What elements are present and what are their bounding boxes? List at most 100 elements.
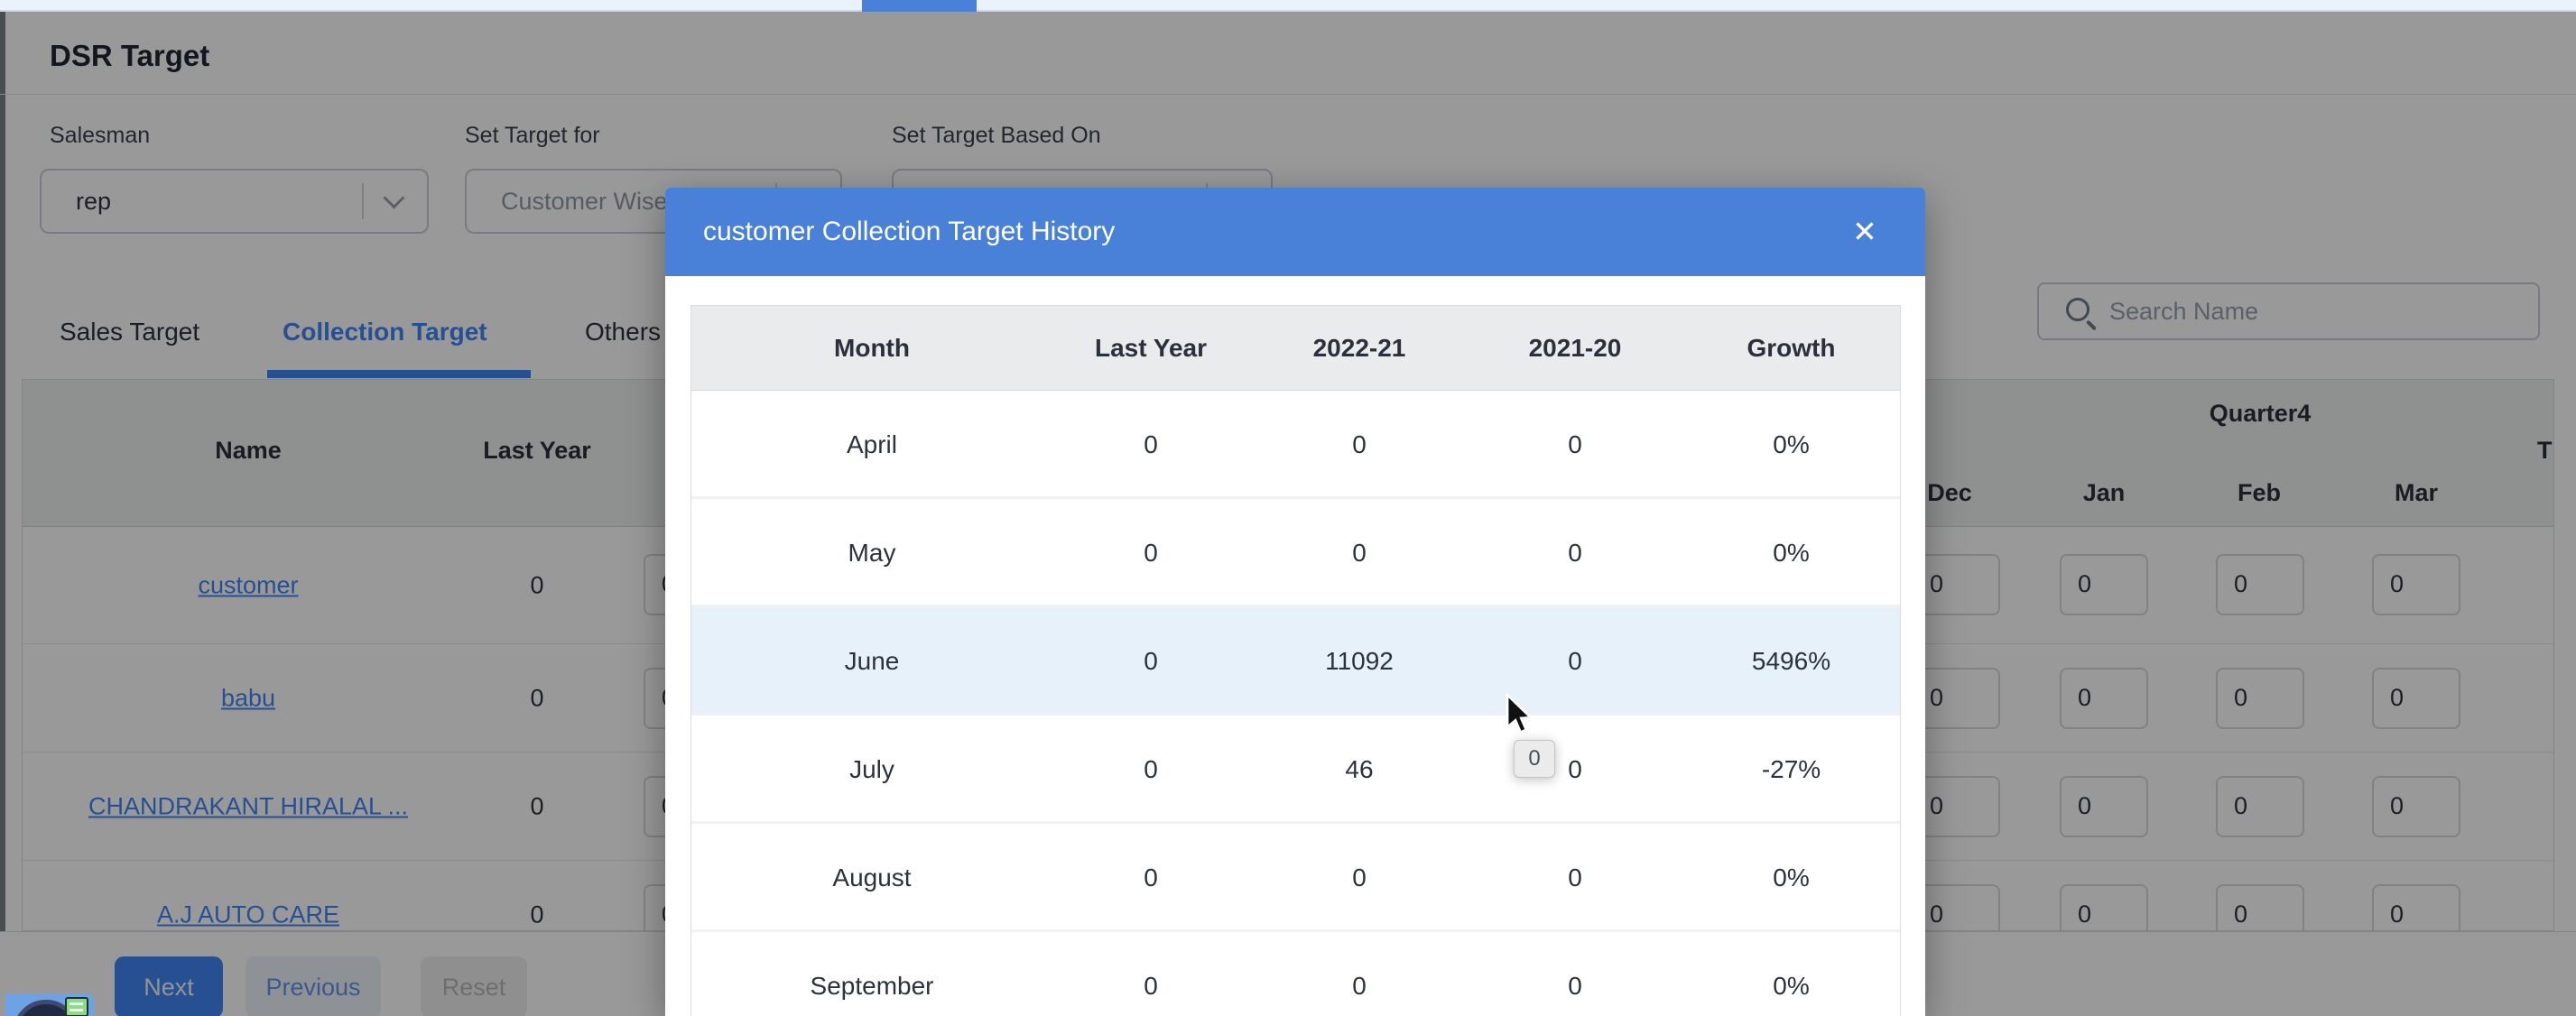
target-input-mar[interactable]: 0 [2372, 776, 2460, 837]
reset-button[interactable]: Reset [421, 956, 527, 1016]
fy-2022-21-cell: 0 [1352, 539, 1367, 567]
tab-others[interactable]: Others [585, 318, 662, 346]
search-icon [2066, 298, 2090, 321]
target-input-feb[interactable]: 0 [2216, 776, 2304, 837]
last-year-cell: 0 [1144, 864, 1158, 891]
col-header-month: Month [834, 334, 910, 362]
month-cell: April [846, 430, 897, 458]
fy-2021-20-cell: 0 [1568, 647, 1582, 675]
col-header-growth: Growth [1747, 334, 1836, 362]
tab-collection-target[interactable]: Collection Target [283, 318, 487, 346]
fy-2022-21-cell: 0 [1352, 972, 1367, 1000]
select-divider [362, 183, 364, 219]
salesman-select-value: rep [76, 188, 112, 215]
customer-name-link[interactable]: CHANDRAKANT HIRALAL ... [88, 792, 409, 819]
recorder-note-line [69, 1002, 83, 1005]
target-input-feb[interactable]: 0 [2216, 668, 2304, 729]
target-input-dec[interactable]: 0 [1912, 884, 2000, 930]
fy-2022-21-cell: 0 [1352, 430, 1367, 458]
month-cell: September [810, 972, 934, 1000]
col-header-2021-20: 2021-20 [1528, 334, 1622, 362]
history-row-august: August 0 0 0 0% [691, 824, 1900, 932]
browser-progress-bar [0, 0, 2576, 12]
salesman-select[interactable]: rep [40, 169, 429, 234]
salesman-label: Salesman [50, 123, 151, 148]
set-target-for-select-value: Customer Wise [501, 188, 668, 215]
growth-cell: -27% [1761, 755, 1821, 783]
month-cell: May [848, 539, 896, 567]
col-header-2022-21: 2022-21 [1312, 334, 1406, 362]
col-header-last-year: Last Year [483, 437, 591, 464]
header-divider [0, 94, 2576, 95]
customer-name-link[interactable]: babu [220, 684, 276, 711]
search-input[interactable] [2108, 286, 2523, 337]
history-row-july: July 0 46 0 -27% [691, 716, 1900, 824]
col-header-dec: Dec [1927, 479, 1972, 506]
col-header-name: Name [215, 437, 282, 464]
recorder-note-icon [65, 997, 88, 1016]
customer-name-link[interactable]: A.J AUTO CARE [156, 901, 340, 928]
target-input-jan[interactable]: 0 [2060, 668, 2148, 729]
col-header-total-clipped: T [2537, 437, 2553, 464]
table-row: babu 0 0 0 0 0 0 [23, 643, 2553, 752]
target-input-jan[interactable]: 0 [2060, 884, 2148, 930]
last-year-cell: 0 [1144, 539, 1158, 567]
growth-cell: 0% [1773, 539, 1810, 567]
modal-header: customer Collection Target History ✕ [665, 188, 1925, 276]
target-input-feb[interactable]: 0 [2216, 884, 2304, 930]
tab-sales-target[interactable]: Sales Target [60, 318, 200, 346]
col-group-header-quarter4: Quarter4 [2209, 400, 2312, 427]
last-year-value: 0 [530, 792, 544, 819]
target-input-feb[interactable]: 0 [2216, 554, 2304, 615]
fy-2021-20-cell: 0 [1568, 430, 1582, 458]
fy-2022-21-cell: 0 [1352, 864, 1367, 891]
fy-2021-20-cell: 0 [1568, 972, 1582, 1000]
customer-name-link[interactable]: customer [198, 571, 299, 598]
progress-indicator [862, 0, 977, 12]
recorder-note-line [69, 1009, 83, 1011]
history-row-june-highlighted: June 0 11092 0 5496% [691, 607, 1900, 716]
search-box [2037, 282, 2540, 340]
active-tab-underline [267, 370, 531, 378]
target-input-dec[interactable]: 0 [1912, 554, 2000, 615]
growth-cell: 0% [1773, 430, 1810, 458]
history-row-september: September 0 0 0 0% [691, 932, 1900, 1016]
target-input-mar[interactable]: 0 [2372, 554, 2460, 615]
fy-2022-21-cell: 11092 [1325, 647, 1394, 675]
modal-title: customer Collection Target History [703, 217, 1116, 246]
month-cell: July [849, 755, 894, 783]
screen-recorder-icon [5, 994, 94, 1016]
fy-2021-20-cell: 0 [1568, 755, 1582, 783]
history-row-may: May 0 0 0 0% [691, 499, 1900, 607]
month-cell: June [844, 647, 900, 675]
last-year-cell: 0 [1144, 972, 1158, 1000]
next-button[interactable]: Next [115, 956, 223, 1016]
target-input-dec[interactable]: 0 [1912, 776, 2000, 837]
close-icon[interactable]: ✕ [1852, 215, 1877, 248]
growth-cell: 5496% [1751, 647, 1831, 675]
page-title: DSR Target [50, 39, 210, 72]
last-year-value: 0 [530, 684, 544, 711]
last-year-value: 0 [530, 901, 544, 928]
fy-2022-21-cell: 46 [1345, 755, 1374, 783]
last-year-cell: 0 [1144, 430, 1158, 458]
last-year-cell: 0 [1144, 647, 1158, 675]
history-table: Month Last Year 2022-21 2021-20 Growth A… [690, 305, 1901, 1016]
target-input-jan[interactable]: 0 [2060, 554, 2148, 615]
col-header-last-year: Last Year [1094, 334, 1208, 362]
set-target-for-label: Set Target for [465, 123, 600, 148]
target-input-mar[interactable]: 0 [2372, 884, 2460, 930]
history-row-april: April 0 0 0 0% [691, 391, 1900, 499]
col-header-jan: Jan [2082, 479, 2126, 506]
previous-button[interactable]: Previous [246, 956, 381, 1016]
col-header-feb: Feb [2237, 479, 2281, 506]
target-input-mar[interactable]: 0 [2372, 668, 2460, 729]
history-table-header: Month Last Year 2022-21 2021-20 Growth [691, 306, 1900, 391]
target-input-jan[interactable]: 0 [2060, 776, 2148, 837]
last-year-value: 0 [530, 571, 544, 598]
window-left-edge [0, 12, 5, 1016]
growth-cell: 0% [1773, 972, 1810, 1000]
fy-2021-20-cell: 0 [1568, 539, 1582, 567]
growth-cell: 0% [1773, 864, 1810, 891]
